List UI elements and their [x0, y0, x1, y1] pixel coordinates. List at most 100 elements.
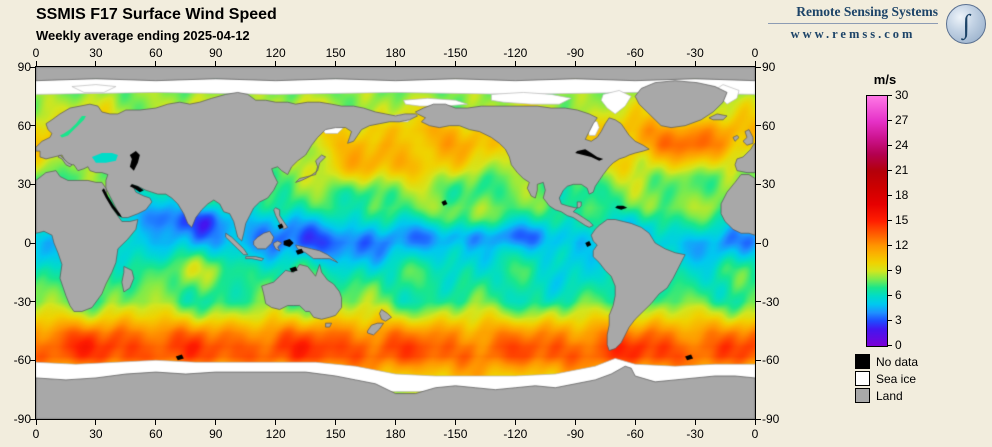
axis-tick: [756, 418, 761, 420]
lon-tick-label: 90: [209, 46, 223, 60]
axis-tick: [754, 420, 756, 425]
colorbar-tick-label: 21: [895, 163, 909, 177]
axis-tick: [395, 61, 396, 66]
colorbar-tick-label: 27: [895, 113, 909, 127]
brand-divider: [768, 23, 938, 24]
lon-tick-label: 0: [32, 46, 40, 60]
axis-tick: [756, 242, 761, 244]
axis-tick: [756, 301, 761, 303]
lon-tick-label: 60: [149, 46, 163, 60]
plot-subtitle: Weekly average ending 2025-04-12: [36, 28, 250, 43]
legend-label: No data: [876, 354, 919, 369]
axis-tick: [95, 61, 97, 66]
lon-tick-label: 120: [265, 427, 286, 441]
axis-tick: [35, 420, 37, 425]
colorbar-tick: [888, 119, 892, 121]
wind-speed-heatmap: [36, 67, 755, 419]
axis-tick: [215, 420, 217, 425]
branding-text: Remote Sensing Systems www.remss.com: [768, 4, 938, 42]
lon-tick-label: 180: [385, 427, 406, 441]
lat-tick-label: 90: [762, 60, 776, 74]
colorbar-unit-label: m/s: [873, 72, 897, 87]
axis-tick: [756, 66, 761, 68]
colorbar-tick: [888, 219, 892, 221]
lat-tick-label: -60: [762, 353, 780, 368]
lon-tick-label: -30: [686, 46, 704, 60]
axis-tick: [756, 183, 761, 185]
axis-tick: [35, 61, 37, 66]
branding-block: Remote Sensing Systems www.remss.com ∫: [768, 4, 986, 44]
colorbar-tick: [888, 144, 892, 146]
plot-title: SSMIS F17 Surface Wind Speed: [36, 6, 277, 23]
lon-tick-label: 0: [751, 46, 759, 60]
axis-tick: [275, 420, 277, 425]
axis-tick: [30, 359, 35, 361]
axis-tick: [574, 420, 576, 425]
legend-swatch: [855, 371, 870, 386]
axis-tick: [694, 420, 696, 425]
axis-tick: [95, 420, 97, 425]
axis-tick: [335, 61, 337, 66]
lat-tick-label: -60: [13, 353, 31, 368]
legend-swatch: [855, 354, 870, 369]
axis-tick: [275, 61, 277, 66]
axis-tick: [514, 420, 516, 425]
colorbar-tick-label: 24: [895, 138, 909, 152]
lon-tick-label: 0: [751, 427, 759, 441]
axis-tick: [574, 61, 576, 66]
lat-tick-label: 0: [24, 236, 31, 250]
world-map-frame: [35, 66, 756, 420]
lat-tick-label: -30: [13, 294, 31, 309]
lon-tick-label: 30: [89, 46, 103, 60]
lon-tick-label: -150: [443, 427, 468, 441]
axis-tick: [756, 359, 761, 361]
legend-swatch: [855, 388, 870, 403]
colorbar-tick: [888, 294, 892, 296]
lon-tick-label: -90: [566, 427, 584, 441]
lon-tick-label: -60: [626, 46, 644, 60]
colorbar-tick: [888, 169, 892, 171]
colorbar-tick-label: 0: [895, 338, 902, 352]
axis-tick: [30, 418, 35, 420]
axis-tick: [395, 420, 396, 425]
remss-globe-logo-icon: ∫: [946, 4, 986, 44]
axis-tick: [30, 301, 35, 303]
colorbar-tick: [888, 194, 892, 196]
lon-tick-label: 0: [32, 427, 40, 441]
legend-label: Sea ice: [876, 371, 917, 386]
colorbar-tick: [888, 244, 892, 246]
legend-label: Land: [876, 388, 903, 403]
axis-tick: [634, 420, 636, 425]
colorbar-tick-label: 3: [895, 313, 902, 327]
lon-tick-label: -90: [566, 46, 584, 60]
colorbar: [866, 95, 888, 347]
legend-row: Land: [855, 388, 903, 403]
lat-tick-label: 30: [17, 177, 31, 192]
lon-tick-label: -120: [503, 427, 528, 441]
axis-tick: [30, 125, 35, 127]
axis-tick: [30, 242, 35, 244]
lat-tick-label: 30: [762, 177, 776, 192]
axis-tick: [155, 420, 157, 425]
colorbar-tick: [888, 269, 892, 271]
lon-tick-label: -150: [443, 46, 468, 60]
lat-tick-label: -30: [762, 294, 780, 309]
lat-tick-label: 60: [762, 118, 776, 133]
lon-tick-label: 90: [209, 427, 223, 441]
axis-tick: [634, 61, 636, 66]
lon-tick-label: 30: [89, 427, 103, 441]
axis-tick: [335, 420, 337, 425]
axis-tick: [155, 61, 157, 66]
axis-tick: [754, 61, 756, 66]
colorbar-tick: [888, 94, 892, 96]
lon-tick-label: 150: [325, 427, 346, 441]
lon-tick-label: 150: [325, 46, 346, 60]
axis-tick: [694, 61, 696, 66]
colorbar-tick-label: 9: [895, 263, 902, 277]
axis-tick: [30, 66, 35, 68]
lon-tick-label: 60: [149, 427, 163, 441]
lon-tick-label: -60: [626, 427, 644, 441]
axis-tick: [514, 61, 516, 66]
lat-tick-label: 90: [17, 60, 31, 74]
